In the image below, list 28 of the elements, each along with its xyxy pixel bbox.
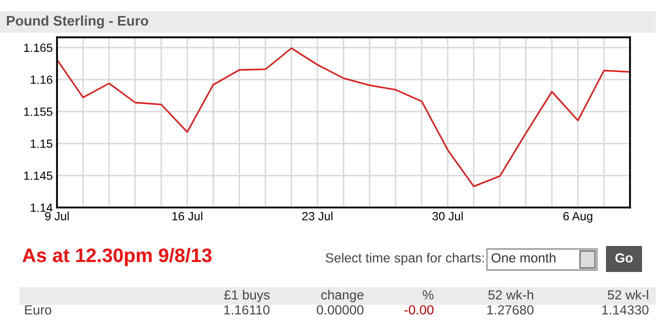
text: 52 wk-l: [608, 290, 648, 300]
x-tick-label: 16 Jul: [172, 212, 202, 220]
x-tick-label: 9 Jul: [45, 212, 69, 220]
text: As at 12.30pm 9/8/13: [22, 248, 212, 266]
x-tick-label: 30 Jul: [432, 212, 463, 220]
line-series: [57, 47, 630, 188]
x-tick-label: 23 Jul: [302, 212, 332, 220]
y-tick-label: 1.16: [30, 76, 52, 84]
x-tick-label: 6 Aug: [563, 212, 592, 223]
text: Select time span for charts:: [326, 252, 484, 266]
text: Euro: [25, 305, 52, 315]
text: 0.00000: [316, 305, 364, 315]
y-tick-label: 1.155: [24, 108, 52, 116]
text: 1.14330: [602, 305, 648, 315]
y-tick-label: 1.14: [30, 204, 52, 212]
chart-title: Pound Sterling - Euro: [6, 15, 148, 29]
text: 1.27680: [487, 305, 534, 315]
text: %: [422, 290, 434, 300]
y-tick-label: 1.145: [24, 172, 52, 180]
text: 52 wk-h: [488, 290, 534, 300]
text: Go: [615, 253, 633, 263]
text: change: [321, 290, 364, 302]
text: -0.00: [404, 305, 434, 315]
text: £1 buys: [224, 290, 270, 302]
y-tick-label: 1.15: [30, 140, 52, 148]
y-tick-label: 1.165: [24, 44, 52, 52]
text: One month: [492, 252, 556, 263]
text: 1.16110: [224, 305, 270, 315]
